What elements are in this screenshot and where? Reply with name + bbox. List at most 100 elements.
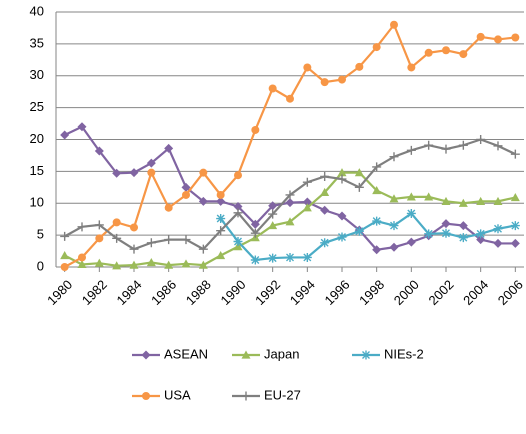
marker <box>406 208 416 218</box>
marker <box>216 214 226 224</box>
marker <box>285 190 295 200</box>
marker <box>372 245 382 255</box>
marker <box>129 260 139 269</box>
marker <box>233 237 243 246</box>
marker <box>112 168 122 178</box>
marker <box>458 233 468 243</box>
marker <box>441 219 451 229</box>
y-tick-label: 30 <box>30 67 44 82</box>
marker <box>164 203 173 212</box>
marker <box>268 84 277 93</box>
marker <box>285 198 295 208</box>
marker <box>510 149 520 159</box>
marker <box>302 203 312 212</box>
marker <box>268 221 278 230</box>
marker <box>320 171 330 181</box>
marker <box>95 234 104 243</box>
marker <box>354 168 364 177</box>
marker <box>406 145 416 155</box>
marker <box>510 221 520 231</box>
marker <box>164 260 174 269</box>
marker <box>77 222 87 232</box>
marker <box>130 223 138 232</box>
marker <box>459 50 468 59</box>
marker <box>129 168 139 178</box>
marker <box>285 217 295 226</box>
marker <box>354 226 364 236</box>
x-tick-label: 1982 <box>79 277 110 308</box>
marker <box>476 135 486 144</box>
marker <box>303 63 312 72</box>
marker <box>129 244 139 254</box>
marker <box>94 220 104 230</box>
marker <box>285 252 295 262</box>
marker <box>493 238 503 248</box>
x-tick-label: 2006 <box>495 277 526 308</box>
marker <box>320 238 330 248</box>
legend-label: NIEs-2 <box>384 346 424 361</box>
marker <box>493 196 503 205</box>
y-tick-label: 35 <box>30 35 44 50</box>
x-tick-label: 1986 <box>148 277 179 308</box>
marker <box>199 168 208 177</box>
marker <box>406 237 416 247</box>
marker <box>338 75 346 84</box>
marker <box>337 174 347 184</box>
x-tick-label: 1990 <box>217 277 248 308</box>
marker <box>424 192 434 201</box>
marker <box>146 158 156 168</box>
series-line <box>219 211 516 262</box>
marker <box>406 192 416 201</box>
x-tick-label: 1980 <box>44 277 75 308</box>
x-tick-label: 2004 <box>460 277 491 308</box>
y-tick-label: 20 <box>30 131 44 146</box>
marker <box>493 224 503 234</box>
marker <box>112 218 121 227</box>
y-tick-label: 5 <box>37 227 44 242</box>
marker <box>476 32 485 41</box>
x-tick-label: 1992 <box>252 277 283 308</box>
marker <box>216 196 226 206</box>
marker <box>268 201 278 211</box>
marker <box>164 143 174 153</box>
marker <box>233 201 243 211</box>
marker <box>141 350 151 360</box>
marker <box>216 226 226 236</box>
marker <box>337 168 347 177</box>
marker <box>60 263 69 271</box>
x-tick-label: 2000 <box>391 277 422 308</box>
marker <box>250 255 260 265</box>
y-tick-label: 15 <box>30 163 44 178</box>
legend-label: ASEAN <box>164 346 208 361</box>
marker <box>441 228 451 238</box>
marker <box>424 140 434 150</box>
marker <box>361 350 371 360</box>
marker <box>94 258 104 267</box>
marker <box>198 260 208 269</box>
marker <box>390 20 398 29</box>
marker <box>77 259 87 269</box>
marker <box>337 211 347 221</box>
marker <box>216 251 226 260</box>
marker <box>476 196 486 205</box>
marker <box>233 242 243 251</box>
marker <box>320 78 329 87</box>
marker <box>476 229 486 239</box>
marker <box>372 216 382 226</box>
marker <box>458 221 468 231</box>
marker <box>510 193 520 202</box>
marker <box>241 391 251 401</box>
marker <box>146 238 156 248</box>
x-tick-label: 1998 <box>356 277 387 308</box>
marker <box>320 187 330 197</box>
marker <box>407 63 416 72</box>
marker <box>268 253 278 263</box>
marker <box>78 253 86 262</box>
marker <box>424 48 433 57</box>
marker <box>458 198 468 207</box>
x-tick-label: 2002 <box>425 277 456 308</box>
marker <box>302 252 312 262</box>
marker <box>233 208 243 218</box>
marker <box>354 182 364 192</box>
